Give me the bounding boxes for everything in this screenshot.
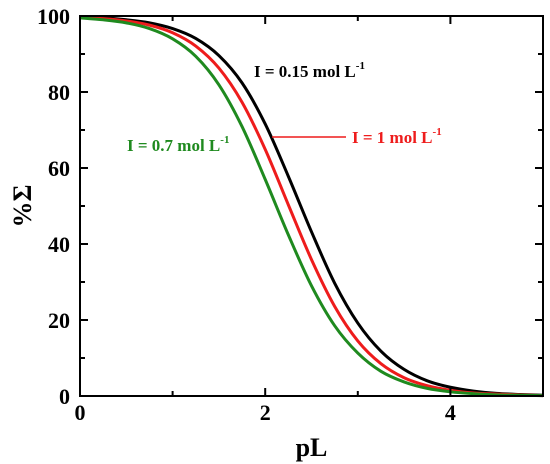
x-axis-title: pL <box>296 433 328 462</box>
series-label-i-1-main: I = 1 mol L <box>352 128 433 147</box>
series-label-i-0-15-sup: -1 <box>356 60 365 72</box>
x-tick-label: 4 <box>445 400 456 425</box>
ticks-group <box>79 15 544 397</box>
series-label-i-1-sup: -1 <box>433 126 442 138</box>
y-tick-label: 0 <box>59 384 70 409</box>
curves-group <box>79 15 544 398</box>
y-axis-title: %Σ <box>8 185 37 228</box>
y-tick-label: 40 <box>48 232 70 257</box>
series-label-i-0-15-main: I = 0.15 mol L <box>254 62 356 81</box>
y-tick-label: 20 <box>48 308 70 333</box>
y-tick-label: 60 <box>48 156 70 181</box>
x-tick-label: 2 <box>260 400 271 425</box>
series-label-i-0-7: I = 0.7 mol L-1 <box>127 134 229 155</box>
series-label-i-0-7-sup: -1 <box>220 134 229 146</box>
curve-i-0-15 <box>79 15 544 397</box>
x-tick-label: 0 <box>75 400 86 425</box>
curve-i-0-7 <box>79 16 544 398</box>
y-tick-label: 80 <box>48 80 70 105</box>
series-label-i-0-7-main: I = 0.7 mol L <box>127 136 220 155</box>
y-tick-label: 100 <box>37 4 70 29</box>
series-label-i-0-15: I = 0.15 mol L-1 <box>254 60 365 81</box>
series-label-i-1: I = 1 mol L-1 <box>352 126 442 147</box>
